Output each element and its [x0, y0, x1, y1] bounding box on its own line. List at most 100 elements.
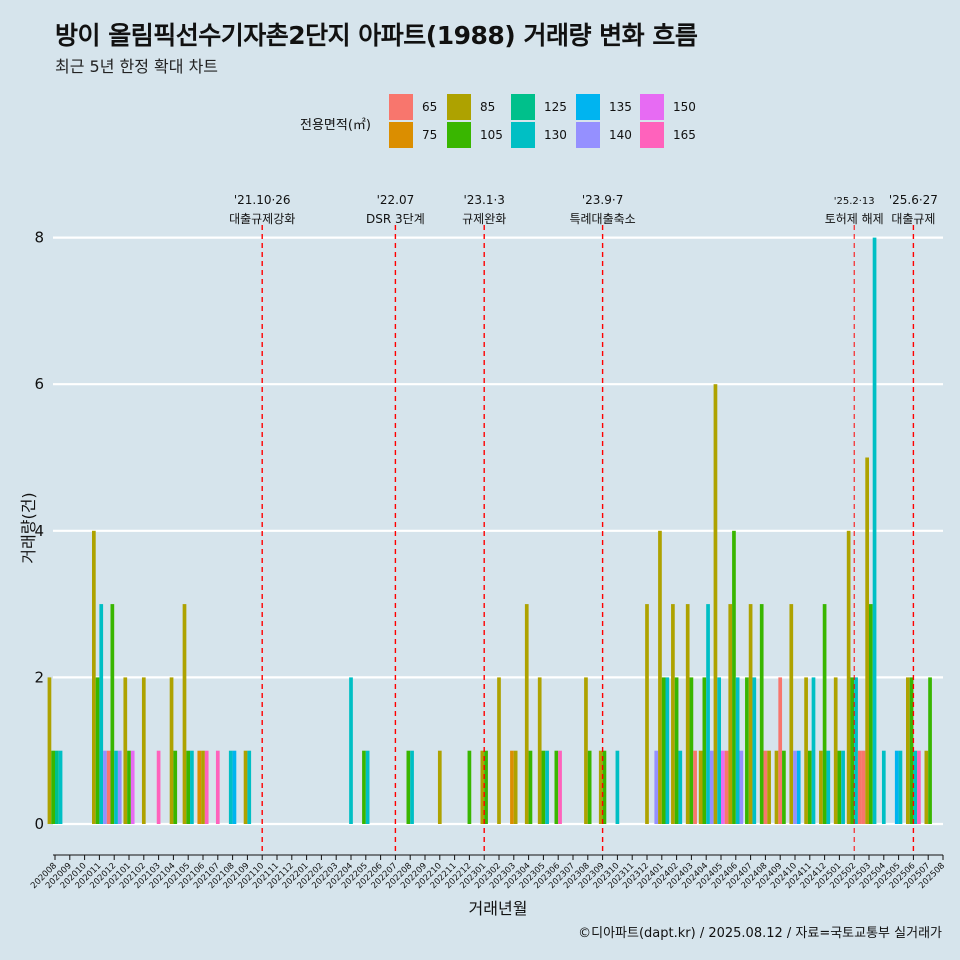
bar-202008-130 — [58, 750, 63, 824]
x-axis-title: 거래년월 — [469, 899, 528, 918]
event-label: 특례대출축소 — [569, 212, 635, 226]
bar-202501-130 — [841, 750, 845, 824]
bar-202104-105 — [173, 750, 178, 824]
y-tick-label: 2 — [34, 668, 44, 686]
bar-202309-105 — [602, 750, 607, 824]
bar-202501-85 — [833, 677, 838, 824]
bar-202503-65 — [861, 750, 866, 824]
bar-202204-130 — [349, 677, 353, 824]
bar-202308-85 — [584, 677, 588, 824]
event-label: DSR 3단계 — [366, 212, 425, 226]
legend-swatch — [511, 94, 535, 120]
bar-202303-75 — [510, 750, 514, 824]
event-label: 대출규제강화 — [229, 212, 295, 226]
bar-202109-85 — [243, 750, 248, 824]
bar-202401-140 — [654, 750, 659, 824]
bar-202507-105 — [928, 677, 932, 824]
event-date: '21.10·26 — [234, 193, 291, 207]
bar-202210-85 — [437, 750, 442, 824]
bar-202409-85 — [774, 750, 779, 824]
event-label: 토허제 해제 — [825, 212, 884, 226]
event-label: 규제완화 — [462, 212, 506, 226]
bar-202506-130 — [913, 750, 918, 824]
bar-202105-105 — [186, 750, 191, 824]
bar-202208-105 — [406, 750, 411, 824]
bar-202101-150 — [130, 750, 135, 824]
bar-202411-85 — [804, 677, 808, 824]
y-tick-label: 6 — [34, 375, 44, 393]
event-date: '23.9·7 — [582, 193, 623, 207]
bar-202011-85 — [92, 530, 96, 824]
legend-label: 135 — [609, 100, 632, 114]
bar-202410-85 — [789, 604, 794, 824]
y-tick-label: 4 — [34, 522, 44, 540]
bar-202406-105 — [732, 530, 736, 824]
bar-202411-130 — [811, 677, 816, 824]
bar-202108-135 — [232, 750, 237, 824]
bar-202105-85 — [182, 604, 187, 824]
bar-202403-105 — [689, 677, 694, 824]
legend-label: 85 — [480, 100, 496, 114]
bar-202401-85 — [658, 530, 662, 824]
event-date: '25.6·27 — [889, 193, 938, 207]
bar-202506-85 — [906, 677, 910, 824]
bar-202106-165 — [204, 750, 209, 824]
bar-202405-130 — [717, 677, 721, 824]
bar-202103-165 — [156, 750, 161, 824]
bar-202502-65 — [857, 750, 862, 824]
bar-202205-130 — [365, 750, 370, 824]
bar-202104-85 — [169, 677, 174, 824]
bar-202505-130 — [898, 750, 903, 824]
bar-202507-85 — [924, 750, 929, 824]
legend-title: 전용면적(㎡) — [300, 118, 371, 133]
legend-label: 165 — [673, 128, 696, 142]
legend-label: 140 — [609, 128, 632, 142]
bar-202208-130 — [410, 750, 414, 824]
bar-202008-105 — [51, 750, 55, 824]
bar-202102-85 — [141, 677, 146, 824]
bar-202404-105 — [702, 677, 707, 824]
bar-202411-105 — [807, 750, 812, 824]
chart-subtitle: 최근 5년 한정 확대 차트 — [55, 57, 219, 76]
bar-202101-85 — [123, 677, 128, 824]
bar-202403-65 — [693, 750, 697, 824]
legend-label: 65 — [422, 100, 438, 114]
bar-202402-85 — [671, 604, 675, 824]
legend-swatch — [389, 122, 413, 148]
bar-202303-85 — [513, 750, 518, 824]
bar-202301-105 — [484, 750, 488, 824]
bar-202401-105 — [661, 677, 666, 824]
legend-label: 125 — [544, 100, 567, 114]
bar-202402-105 — [674, 677, 679, 824]
bar-202305-85 — [537, 677, 542, 824]
bar-202412-85 — [819, 750, 823, 824]
chart-title: 방이 올림픽선수기자촌2단지 아파트(1988) 거래량 변화 흐름 — [55, 21, 698, 50]
bar-202409-65 — [778, 677, 783, 824]
bar-202408-85 — [767, 750, 771, 824]
source-caption: ©디아파트(dapt.kr) / 2025.08.12 / 자료=국토교통부 실… — [578, 926, 942, 941]
bar-202410-140 — [793, 750, 797, 824]
bar-202305-105 — [541, 750, 546, 824]
bar-202402-130 — [678, 750, 683, 824]
bar-202502-130 — [854, 677, 858, 824]
bar-202012-105 — [110, 604, 115, 824]
bar-202306-165 — [558, 750, 562, 824]
bar-202109-130 — [247, 750, 252, 824]
bar-202406-140 — [739, 750, 744, 824]
bar-202205-105 — [362, 750, 366, 824]
bar-202405-150 — [721, 750, 725, 824]
bar-202107-165 — [215, 750, 220, 824]
legend-label: 75 — [422, 128, 438, 142]
legend-swatch — [389, 94, 413, 120]
bar-202304-105 — [528, 750, 533, 824]
legend-swatch — [640, 94, 664, 120]
bar-202506-105 — [909, 677, 914, 824]
event-date: '22.07 — [377, 193, 415, 207]
bar-202308-105 — [587, 750, 592, 824]
bar-202407-105 — [745, 677, 749, 824]
bar-202304-85 — [524, 604, 529, 824]
bar-202502-105 — [850, 677, 855, 824]
bar-202008-125 — [55, 750, 59, 824]
bar-202108-130 — [228, 750, 233, 824]
